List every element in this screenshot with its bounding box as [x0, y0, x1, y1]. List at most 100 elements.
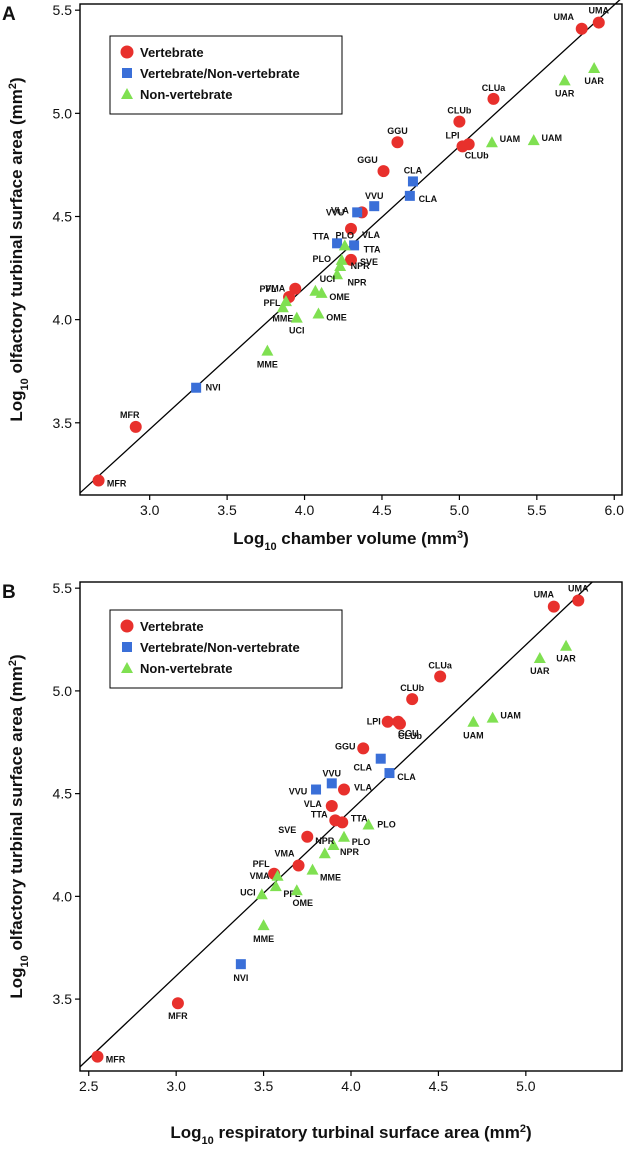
- point-label: MME: [272, 313, 293, 323]
- y-axis-label: Log10 olfactory turbinal surface area (m…: [7, 654, 31, 998]
- point-label: UAM: [541, 133, 562, 143]
- y-tick-label: 5.0: [53, 105, 73, 121]
- data-point-vertebrate: [381, 715, 394, 728]
- point-label: TTA: [351, 813, 368, 823]
- data-point-nonvertebrate: [276, 301, 289, 313]
- legend-marker-triangle: [121, 662, 133, 673]
- data-point-nonvertebrate: [335, 253, 348, 265]
- point-label: NVI: [233, 973, 248, 983]
- y-tick-label: 5.5: [53, 2, 73, 18]
- y-tick-label: 5.5: [53, 580, 73, 596]
- point-label: CLA: [419, 194, 438, 204]
- point-label: PFL: [260, 284, 278, 294]
- data-point-vertebrate: [129, 420, 142, 433]
- point-label: UAR: [555, 88, 575, 98]
- point-label: GGU: [357, 155, 378, 165]
- data-point-nonvertebrate: [327, 838, 340, 850]
- data-point-nonvertebrate: [362, 818, 375, 830]
- data-point-vertebrate-nonvertebrate: [404, 190, 415, 201]
- data-point-vertebrate: [357, 742, 370, 755]
- data-point-nonvertebrate: [486, 711, 499, 723]
- x-tick-label: 5.0: [516, 1078, 536, 1094]
- point-label: VMA: [265, 284, 286, 294]
- point-label: TTA: [313, 231, 330, 241]
- point-label: VVU: [365, 191, 384, 201]
- point-label: TTA: [311, 809, 328, 819]
- y-tick-label: 5.0: [53, 683, 73, 699]
- x-tick-label: 3.5: [254, 1078, 274, 1094]
- point-label: PLO: [312, 254, 331, 264]
- data-point-vertebrate: [392, 715, 405, 728]
- legend-marker-square: [122, 642, 132, 652]
- data-point-vertebrate: [325, 799, 338, 812]
- x-tick-label: 6.0: [605, 502, 625, 518]
- point-label: CLUa: [428, 661, 452, 671]
- point-label: PLO: [377, 819, 396, 829]
- x-tick-label: 5.5: [527, 502, 547, 518]
- data-point-nonvertebrate: [558, 74, 571, 86]
- point-label: CLA: [397, 772, 416, 782]
- x-tick-label: 4.0: [295, 502, 315, 518]
- legend-marker-square: [122, 68, 132, 78]
- data-point-vertebrate-nonvertebrate: [407, 176, 418, 187]
- point-label: CLUb: [398, 731, 422, 741]
- point-label: VVU: [289, 787, 308, 797]
- data-point-nonvertebrate: [533, 652, 546, 664]
- y-tick-label: 4.0: [53, 888, 73, 904]
- data-point-nonvertebrate: [261, 344, 274, 356]
- data-point-vertebrate-nonvertebrate: [384, 768, 395, 779]
- point-label: UAM: [463, 731, 484, 741]
- point-label: UMA: [553, 12, 574, 22]
- legend-marker-circle: [120, 45, 134, 59]
- point-label: LPI: [367, 717, 381, 727]
- data-point-vertebrate: [171, 997, 184, 1010]
- data-point-nonvertebrate: [334, 260, 347, 272]
- y-axis-label: Log10 olfactory turbinal surface area (m…: [7, 77, 31, 421]
- point-label: MFR: [168, 1011, 188, 1021]
- chart-panel-a: 3.0 3.5 4.0 4.5 5.0 5.5 6.0 3.5 4.0 4.5 5.0 5.5 UMA U…: [2, 0, 625, 553]
- data-point-nonvertebrate: [257, 919, 270, 931]
- plot-frame: [79, 3, 623, 496]
- point-label: VLA: [304, 799, 323, 809]
- point-label: UCI: [240, 887, 256, 897]
- data-point-vertebrate-nonvertebrate: [332, 238, 343, 249]
- point-label: UAM: [500, 711, 521, 721]
- data-point-vertebrate: [572, 594, 585, 607]
- point-label: VLA: [354, 783, 373, 793]
- y-tick-label: 4.5: [53, 786, 73, 802]
- data-point-nonvertebrate: [560, 639, 573, 651]
- y-tick-label: 4.0: [53, 312, 73, 328]
- legend-marker-triangle: [121, 88, 133, 99]
- point-label: CLUb: [465, 150, 489, 160]
- legend-label: Vertebrate: [140, 619, 204, 634]
- data-point-vertebrate: [345, 222, 357, 235]
- legend-label: Vertebrate: [140, 45, 204, 60]
- legend-label: Vertebrate/Non-vertebrate: [140, 640, 300, 655]
- point-label: MFR: [120, 410, 140, 420]
- x-tick-label: 3.0: [140, 502, 160, 518]
- point-label: NPR: [348, 277, 368, 287]
- data-point-vertebrate: [391, 136, 404, 149]
- point-label: UMA: [589, 6, 610, 16]
- data-point-vertebrate-nonvertebrate: [375, 753, 386, 764]
- legend-box: [109, 35, 343, 115]
- x-tick-label: 4.5: [429, 1078, 449, 1094]
- data-point-vertebrate-nonvertebrate: [349, 240, 360, 251]
- data-point-vertebrate-nonvertebrate: [191, 382, 202, 393]
- point-label: UAR: [556, 654, 576, 664]
- data-point-vertebrate: [301, 830, 314, 843]
- point-label: UMA: [568, 583, 589, 593]
- data-point-vertebrate: [592, 16, 605, 29]
- legend: Vertebrate Vertebrate/Non-vertebrate Non-v…: [109, 609, 343, 689]
- y-tick-label: 3.5: [53, 415, 73, 431]
- chart-panel-b: 2.5 3.0 3.5 4.0 4.5 5.0 3.5 4.0 4.5 5.0 5.5 UMA UMA C…: [2, 580, 623, 1147]
- data-point-nonvertebrate: [306, 863, 319, 875]
- legend: Vertebrate Vertebrate/Non-vertebrate Non-v…: [109, 35, 343, 115]
- point-label: VLA: [362, 230, 381, 240]
- data-point-vertebrate: [91, 1050, 104, 1063]
- point-label: NVI: [206, 383, 221, 393]
- x-axis-label: Log10 chamber volume (mm3): [233, 529, 469, 553]
- data-point-nonvertebrate: [312, 307, 325, 319]
- point-label: VVU: [326, 207, 345, 217]
- point-label: UAM: [500, 134, 521, 144]
